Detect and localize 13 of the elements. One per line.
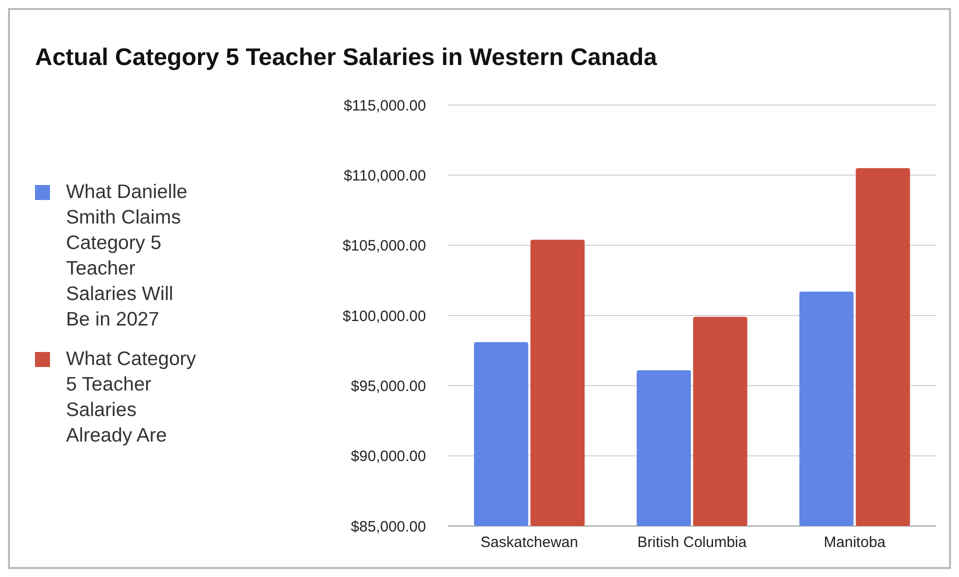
y-tick-label: $85,000.00	[350, 518, 426, 536]
y-tick-label: $115,000.00	[344, 97, 426, 114]
legend-label: What Category 5 Teacher Salaries Already Are	[66, 348, 196, 446]
y-tick-label: $100,000.00	[342, 308, 426, 325]
legend-label: What Danielle Smith Claims Category 5 Teacher Salaries Will Be in 2027	[66, 181, 188, 330]
y-tick-label: $110,000.00	[344, 167, 426, 184]
x-tick-label: Saskatchewan	[480, 534, 578, 551]
y-tick-label: $105,000.00	[342, 238, 426, 255]
x-tick-label: British Columbia	[637, 534, 748, 551]
y-tick-label: $95,000.00	[350, 378, 426, 395]
y-tick-label: $90,000.00	[350, 448, 426, 466]
x-tick-label: Manitoba	[824, 534, 886, 551]
chart-title: Actual Category 5 Teacher Salaries in Western Canada	[35, 44, 658, 71]
